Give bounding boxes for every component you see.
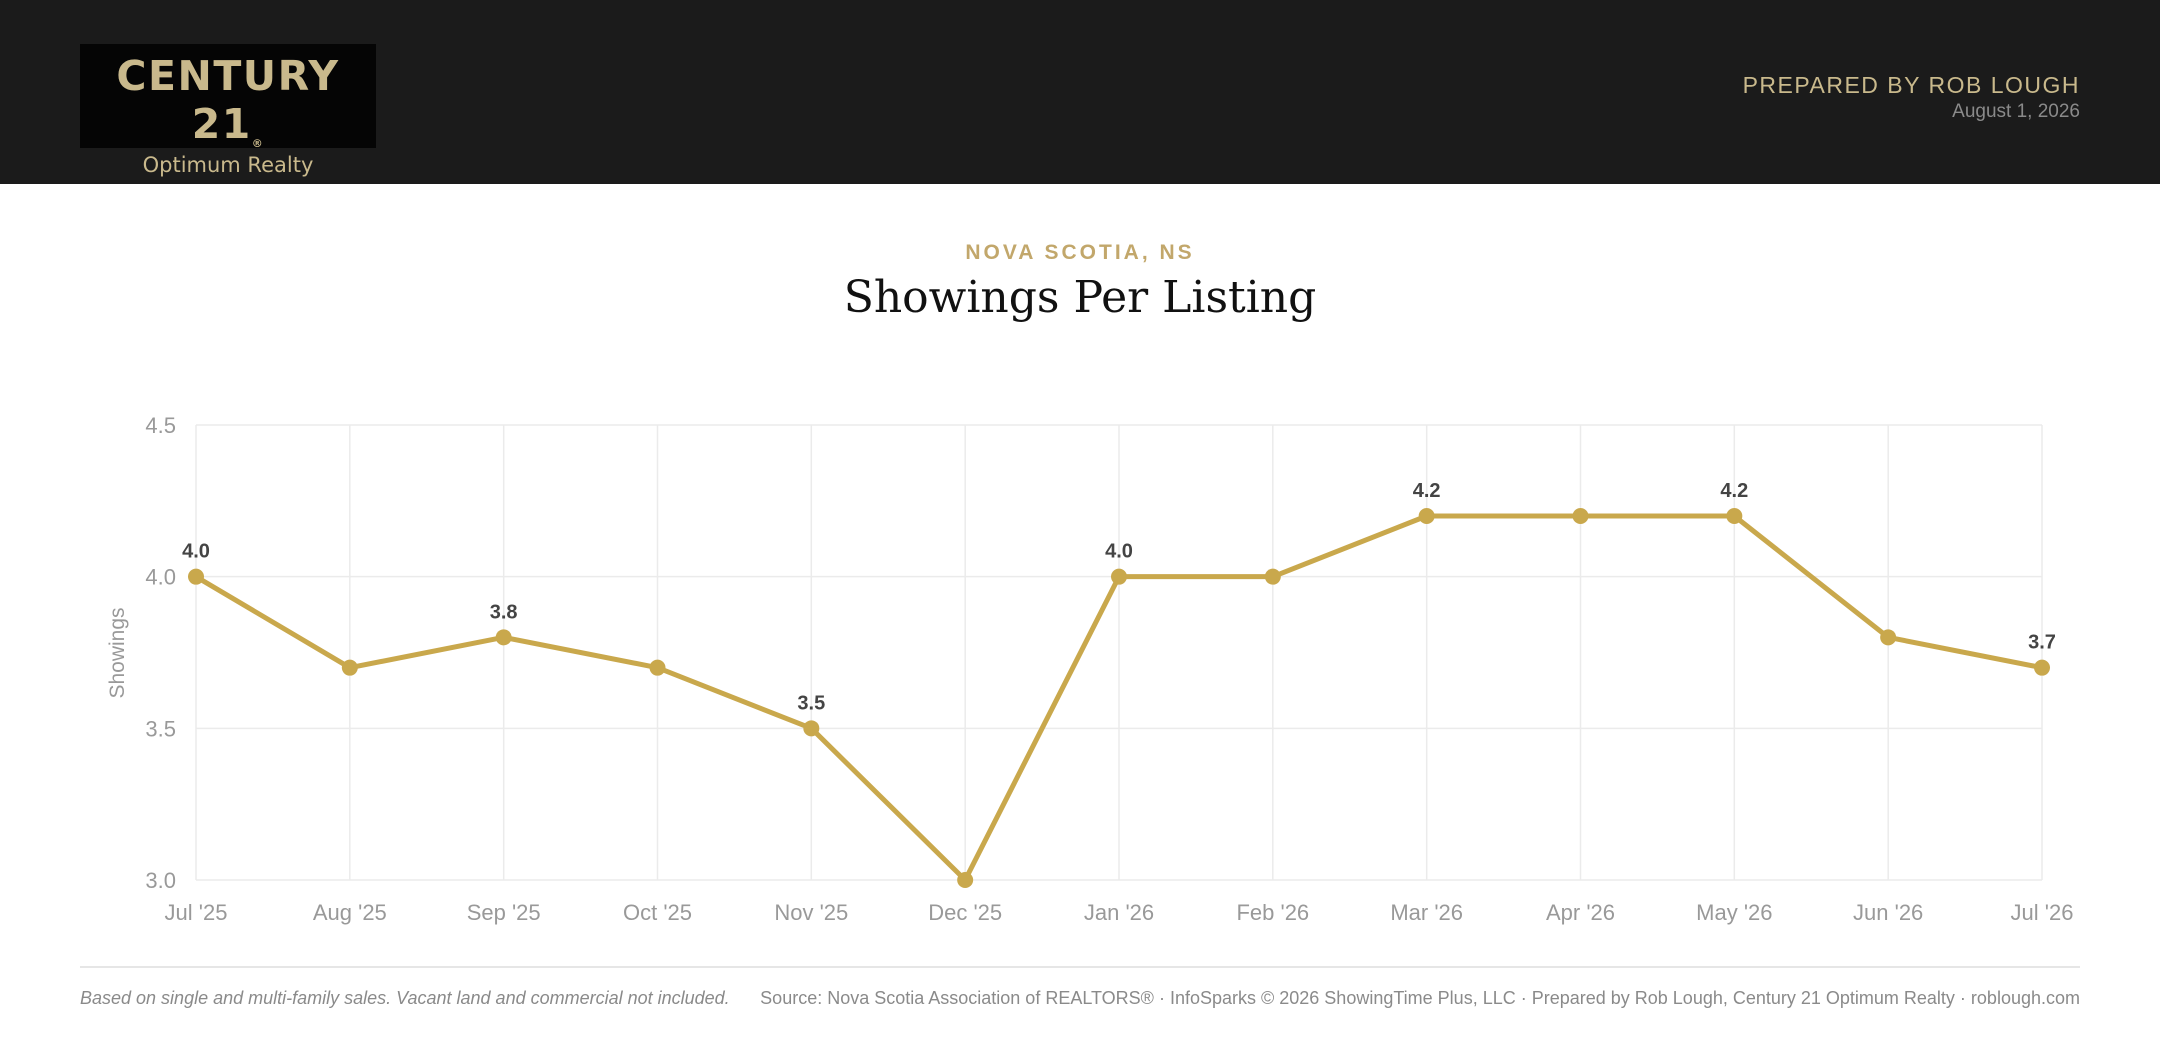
data-point: [803, 720, 820, 737]
x-tick-label: Nov '25: [774, 900, 848, 925]
x-tick-label: Jun '26: [1853, 900, 1923, 925]
data-label: 4.2: [1413, 480, 1441, 502]
x-tick-label: Aug '25: [313, 900, 387, 925]
x-tick-label: Jul '26: [2011, 900, 2074, 925]
logo-wordmark: CENTURY 21: [116, 52, 340, 148]
data-point: [1572, 508, 1589, 524]
data-label: 3.5: [797, 692, 825, 714]
data-point: [341, 659, 358, 676]
y-tick-label: 4.5: [145, 413, 176, 438]
data-point: [1880, 629, 1897, 646]
y-tick-label: 3.5: [145, 716, 176, 741]
data-point: [957, 872, 974, 888]
data-label: 3.7: [2028, 632, 2056, 654]
century21-logo: CENTURY 21® Optimum Realty: [80, 44, 376, 177]
x-tick-label: Apr '26: [1546, 900, 1615, 925]
data-point: [2034, 659, 2050, 676]
data-point: [1111, 568, 1127, 585]
x-tick-label: Sep '25: [467, 900, 541, 925]
data-label: 4.0: [1105, 541, 1133, 563]
data-label: 4.0: [182, 541, 210, 563]
x-tick-label: Jan '26: [1084, 900, 1154, 925]
data-point: [1726, 508, 1743, 524]
data-point: [495, 629, 512, 646]
data-label: 3.8: [490, 601, 518, 623]
x-tick-label: Jul '25: [165, 900, 228, 925]
prepared-by-block: PREPARED BY ROB LOUGH August 1, 2026: [1743, 70, 2080, 124]
chart-title: Showings Per Listing: [843, 272, 1317, 323]
data-label: 4.2: [1720, 480, 1748, 502]
report-date: August 1, 2026: [1952, 101, 2080, 122]
footer-divider: [80, 966, 2080, 968]
logo-registered-mark: ®: [251, 137, 265, 150]
x-tick-label: Dec '25: [928, 900, 1002, 925]
x-tick-label: Mar '26: [1390, 900, 1463, 925]
footnote-note: Based on single and multi-family sales. …: [80, 988, 730, 1008]
y-tick-label: 4.0: [145, 565, 176, 590]
header-bar: CENTURY 21® Optimum Realty PREPARED BY R…: [0, 0, 2160, 184]
y-axis-label: Showings: [106, 607, 129, 698]
footnote-source: Source: Nova Scotia Association of REALT…: [760, 988, 2080, 1008]
region-label: NOVA SCOTIA, NS: [965, 241, 1195, 264]
y-tick-label: 3.0: [145, 868, 176, 893]
x-tick-label: Oct '25: [623, 900, 692, 925]
x-tick-label: May '26: [1696, 900, 1772, 925]
data-point: [1418, 508, 1435, 524]
data-point: [649, 659, 666, 676]
prepared-by-name: PREPARED BY ROB LOUGH: [1742, 72, 2080, 98]
line-chart: 3.0 3.5 4.0 4.5 Jul '25 Aug '25 Sep '25 Oct '25…: [106, 413, 2074, 925]
x-tick-label: Feb '26: [1236, 900, 1309, 925]
data-point: [188, 568, 204, 585]
data-point: [1264, 568, 1281, 585]
logo-subtitle: Optimum Realty: [142, 153, 314, 177]
